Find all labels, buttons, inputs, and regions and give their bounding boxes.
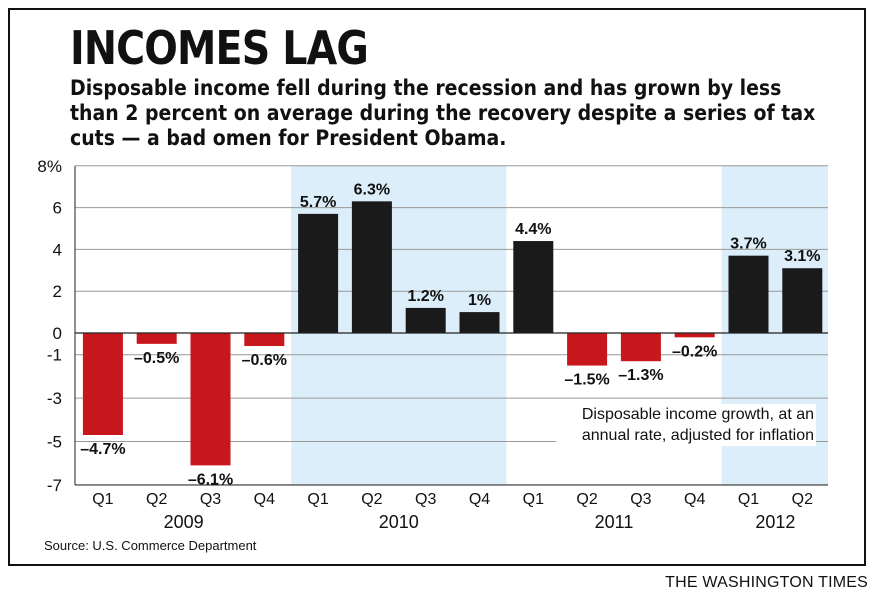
- data-label-0: –4.7%: [80, 441, 125, 458]
- bar-7: [459, 312, 500, 333]
- bar-0: [82, 333, 123, 435]
- x-tick-label: Q2: [361, 491, 382, 508]
- data-label-6: 1.2%: [407, 288, 443, 305]
- x-tick-label: Q4: [684, 491, 705, 508]
- x-tick-label: Q1: [307, 491, 328, 508]
- y-tick-label: -1: [47, 346, 62, 365]
- y-tick-label: 4: [53, 240, 62, 259]
- year-label-2010: 2010: [379, 512, 419, 532]
- data-label-9: –1.5%: [564, 372, 609, 389]
- bar-1: [136, 333, 177, 344]
- y-tick-label: 6: [53, 199, 62, 218]
- bar-layer: [82, 201, 823, 466]
- chart-title: INCOMES LAG: [70, 21, 369, 75]
- x-tick-label: Q4: [254, 491, 275, 508]
- x-tick-label: Q3: [415, 491, 436, 508]
- year-label-2009: 2009: [164, 512, 204, 532]
- y-tick-label: -7: [47, 476, 62, 495]
- axis-layer: 8% 6 4 2 0 -1 -3 -5 -7 Q1 Q2 Q3 Q4 Q1 Q2 Q3 Q4 Q1 Q2 Q3 Q4 Q1…: [37, 157, 828, 532]
- data-label-1: –0.5%: [134, 350, 179, 367]
- bar-4: [298, 213, 339, 333]
- annotation-line-2: annual rate, adjusted for inflation: [581, 427, 814, 444]
- y-tick-label: -3: [47, 389, 62, 408]
- y-tick-label: 2: [53, 282, 62, 301]
- data-label-11: –0.2%: [672, 343, 717, 360]
- bar-6: [405, 307, 446, 333]
- bar-11: [674, 333, 715, 338]
- x-tick-label: Q1: [738, 491, 759, 508]
- x-tick-label: Q1: [92, 491, 113, 508]
- annotation-line-1: Disposable income growth, at an: [581, 406, 814, 423]
- data-label-5: 6.3%: [354, 181, 390, 198]
- y-tick-label: 8%: [37, 157, 62, 176]
- data-label-7: 1%: [468, 292, 491, 309]
- y-tick-label: 0: [53, 324, 62, 343]
- x-tick-label: Q2: [146, 491, 167, 508]
- bar-5: [351, 201, 392, 333]
- y-tick-label: -5: [47, 433, 62, 452]
- bar-2: [190, 333, 231, 466]
- data-label-3: –0.6%: [242, 352, 287, 369]
- publisher-credit: THE WASHINGTON TIMES: [665, 574, 868, 591]
- source-note: Source: U.S. Commerce Department: [44, 538, 257, 553]
- data-label-10: –1.3%: [618, 367, 663, 384]
- chart-frame: [8, 8, 866, 566]
- data-label-13: 3.1%: [784, 248, 820, 265]
- data-label-2: –6.1%: [188, 471, 233, 488]
- bar-12: [728, 255, 769, 333]
- bar-3: [244, 333, 285, 347]
- x-tick-label: Q3: [200, 491, 221, 508]
- x-tick-label: Q2: [576, 491, 597, 508]
- bar-9: [567, 333, 608, 366]
- bar-10: [620, 333, 661, 362]
- x-tick-label: Q2: [792, 491, 813, 508]
- chart-annotation: Disposable income growth, at an annual r…: [556, 404, 816, 446]
- year-label-2011: 2011: [595, 512, 634, 532]
- x-tick-label: Q4: [469, 491, 490, 508]
- label-layer: –4.7% –0.5% –6.1% –0.6% 5.7% 6.3% 1.2% 1% 4.4% –1…: [80, 181, 820, 488]
- x-tick-label: Q3: [630, 491, 651, 508]
- data-label-4: 5.7%: [300, 194, 336, 211]
- data-label-8: 4.4%: [515, 221, 551, 238]
- year-label-2012: 2012: [755, 512, 795, 532]
- chart-subtitle: Disposable income fell during the recess…: [70, 76, 816, 150]
- bar-13: [782, 268, 823, 333]
- bar-8: [513, 241, 554, 333]
- data-label-12: 3.7%: [730, 236, 766, 253]
- x-tick-label: Q1: [523, 491, 544, 508]
